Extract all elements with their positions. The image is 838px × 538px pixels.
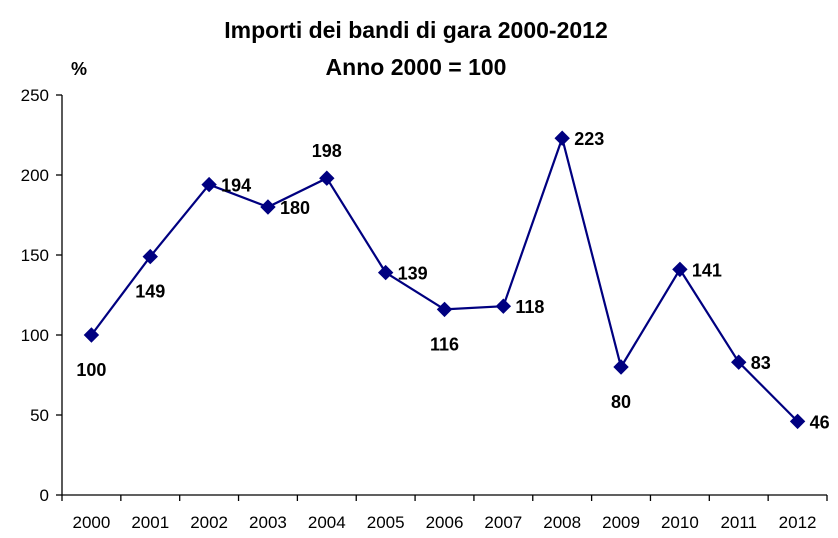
x-tick-label: 2007 [484, 513, 522, 532]
data-labels: 100 149 194 180 198 139 116 118 223 80 141 83 46 [76, 129, 829, 432]
y-axis-unit-label: % [71, 59, 87, 79]
data-point-marker [83, 327, 100, 343]
x-tick-label: 2009 [602, 513, 640, 532]
x-tick-label: 2006 [426, 513, 464, 532]
data-label: 149 [135, 282, 165, 302]
data-point-marker [789, 413, 806, 430]
data-label: 80 [611, 392, 631, 412]
data-point-marker [201, 176, 217, 193]
x-tick-label: 2010 [661, 513, 699, 532]
data-label: 141 [692, 260, 722, 280]
chart-subtitle: Anno 2000 = 100 [326, 54, 507, 80]
data-point-marker [377, 264, 394, 281]
data-point-marker [731, 354, 747, 370]
data-label: 223 [574, 129, 604, 149]
y-tick-label: 50 [30, 406, 49, 425]
y-tick-label: 150 [21, 246, 49, 265]
data-point-marker [554, 130, 570, 146]
x-tick-label: 2005 [367, 513, 405, 532]
data-label: 118 [515, 297, 544, 317]
data-label: 100 [76, 360, 106, 380]
data-label: 194 [221, 176, 251, 196]
chart-title: Importi dei bandi di gara 2000-2012 [224, 17, 607, 43]
x-tick-label: 2008 [543, 513, 581, 532]
data-label: 46 [810, 412, 830, 432]
x-tick-label: 2011 [720, 513, 757, 532]
data-point-marker [142, 248, 158, 265]
y-tick-label: 0 [40, 486, 49, 505]
y-tick-label: 200 [21, 166, 49, 185]
data-point-marker [260, 199, 276, 215]
data-point-marker [436, 301, 453, 318]
data-label: 180 [280, 198, 310, 218]
y-tick-label: 250 [21, 86, 49, 105]
x-tick-label: 2003 [249, 513, 287, 532]
series [83, 130, 806, 430]
data-label: 83 [751, 353, 771, 373]
x-tick-label: 2001 [131, 513, 169, 532]
y-tick-label: 100 [21, 326, 49, 345]
data-point-marker [495, 298, 512, 314]
x-tick-label: 2000 [73, 513, 111, 532]
x-tick-label: 2004 [308, 513, 346, 532]
y-axis-ticks: 0 50 100 150 200 250 [21, 86, 62, 505]
data-point-marker [672, 261, 688, 278]
data-label: 139 [398, 264, 428, 284]
x-tick-label: 2012 [779, 513, 817, 532]
data-label: 198 [312, 141, 342, 161]
data-label: 116 [430, 334, 459, 354]
data-point-marker [613, 359, 629, 375]
axes [61, 95, 827, 496]
x-tick-label: 2002 [190, 513, 228, 532]
data-point-marker [319, 170, 335, 186]
x-axis-ticks: 2000 2001 2002 2003 2004 2005 2006 2007 2008 2009… [61, 495, 828, 532]
